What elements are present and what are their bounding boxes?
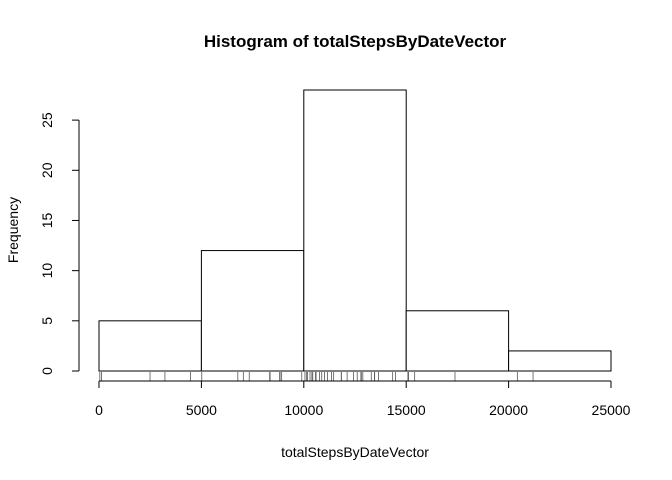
x-axis-title: totalStepsByDateVector: [281, 444, 429, 460]
x-tick-label-1: 5000: [186, 402, 217, 418]
histogram-bar-1: [98, 320, 202, 372]
y-axis: 0 5 10 15 20 25: [39, 112, 80, 375]
y-tick-label-1: 5: [39, 317, 55, 325]
histogram-bar-2: [200, 250, 305, 372]
y-tick-label-5: 25: [39, 112, 55, 128]
x-tick-label-5: 25000: [592, 402, 631, 418]
rug-group: [99, 372, 534, 381]
x-tick-label-0: 0: [95, 402, 103, 418]
histogram-bar-3: [303, 89, 407, 372]
histogram-bar-5: [508, 350, 612, 372]
x-tick-label-4: 20000: [489, 402, 528, 418]
y-tick-label-0: 0: [39, 367, 55, 375]
y-axis-title: Frequency: [5, 197, 21, 263]
y-tick-label-2: 10: [39, 263, 55, 279]
y-tick-label-3: 15: [39, 212, 55, 228]
x-tick-label-3: 15000: [387, 402, 426, 418]
x-axis: 0 5000 10000 15000 20000 25000: [95, 380, 631, 418]
x-tick-label-2: 10000: [284, 402, 323, 418]
histogram-bar-4: [405, 310, 510, 372]
y-tick-label-4: 20: [39, 162, 55, 178]
chart-title: Histogram of totalStepsByDateVector: [204, 32, 507, 51]
bars-group: [98, 89, 612, 372]
